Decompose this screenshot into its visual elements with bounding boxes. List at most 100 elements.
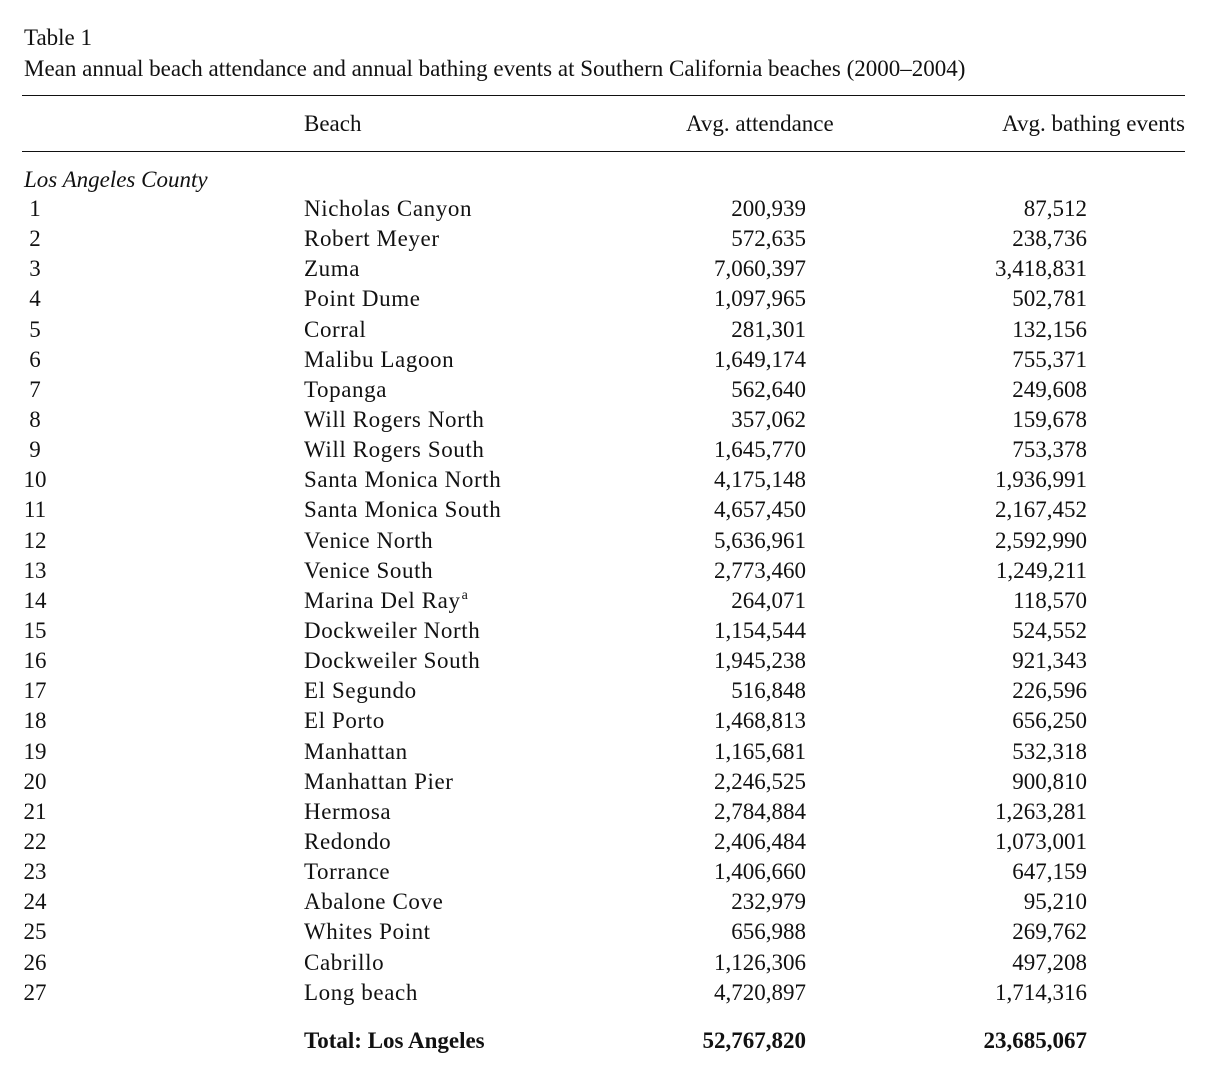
beach-name: El Segundo [304,678,417,704]
table-body: 1 Nicholas Canyon 200,939 87,512 2 Robert Mey… [0,194,1223,1008]
beach-name: Manhattan Pier [304,768,454,794]
table-row: 27 Long beach 4,720,897 1,714,316 [0,978,1223,1008]
row-number: 3 [29,256,41,282]
table-header-rule [22,151,1185,152]
beach-name-cell: El Porto [304,706,385,736]
row-number: 5 [29,316,41,342]
row-number: 17 [23,678,47,704]
table-top-rule [22,95,1185,96]
attendance-cell: 7,060,397 [714,256,806,282]
attendance-cell: 264,071 [731,587,806,613]
bathing-events-cell: 1,936,991 [995,467,1087,493]
attendance-cell: 1,468,813 [714,708,806,734]
beach-name: Point Dume [304,286,421,312]
beach-name: Santa Monica South [304,497,502,523]
attendance-cell: 5,636,961 [714,527,806,553]
bathing-events-cell: 753,378 [1012,437,1087,463]
beach-name: Will Rogers South [304,437,485,463]
beach-name: Santa Monica North [304,467,502,493]
footnote-marker: a [461,587,469,603]
row-number: 8 [29,406,41,432]
row-number: 10 [23,467,47,493]
beach-name: Robert Meyer [304,226,440,252]
section-heading: Los Angeles County [24,167,208,192]
attendance-cell: 2,773,460 [714,557,806,583]
attendance-cell: 562,640 [731,376,806,402]
total-label: Total: Los Angeles [304,1028,485,1053]
beach-name: El Porto [304,708,385,734]
bathing-events-cell: 532,318 [1012,738,1087,764]
attendance-cell: 2,784,884 [714,798,806,824]
table-row: 18 El Porto 1,468,813 656,250 [0,706,1223,736]
bathing-events-cell: 1,714,316 [995,979,1087,1005]
bathing-events-cell: 3,418,831 [995,256,1087,282]
beach-name-cell: Dockweiler South [304,646,480,676]
total-attendance: 52,767,820 [702,1028,807,1053]
beach-name-cell: Robert Meyer [304,224,440,254]
table-row: 8 Will Rogers North 357,062 159,678 [0,405,1223,435]
table-row: 7 Topanga 562,640 249,608 [0,375,1223,405]
beach-name-cell: Will Rogers South [304,435,485,465]
table-row: 19 Manhattan 1,165,681 532,318 [0,737,1223,767]
row-number: 6 [29,346,41,372]
bathing-events-cell: 159,678 [1012,406,1087,432]
row-number: 13 [23,557,47,583]
beach-name-cell: Manhattan [304,737,408,767]
beach-name-cell: Corral [304,315,366,345]
beach-name-cell: Topanga [304,375,387,405]
attendance-cell: 1,097,965 [714,286,806,312]
beach-name-cell: Dockweiler North [304,616,480,646]
beach-name-cell: Santa Monica South [304,495,501,525]
row-number: 14 [23,587,47,613]
beach-name-cell: Hermosa [304,797,391,827]
total-row: Total: Los Angeles 52,767,820 23,685,067 [0,1026,1223,1056]
bathing-events-cell: 2,167,452 [995,497,1087,523]
beach-name: Torrance [304,859,391,885]
table-row: 21 Hermosa 2,784,884 1,263,281 [0,797,1223,827]
attendance-cell: 1,154,544 [714,617,806,643]
beach-name: Abalone Cove [304,889,444,915]
bathing-events-cell: 1,073,001 [995,828,1087,854]
beach-name-cell: Cabrillo [304,948,384,978]
total-bathing-events: 23,685,067 [983,1028,1088,1053]
row-number: 22 [23,828,47,854]
row-number: 4 [29,286,41,312]
beach-name-cell: Manhattan Pier [304,767,454,797]
table-row: 12 Venice North 5,636,961 2,592,990 [0,526,1223,556]
beach-name-cell: Whites Point [304,917,431,947]
beach-name: Corral [304,316,367,342]
column-header-beach: Beach [304,111,362,136]
row-number: 16 [23,648,47,674]
bathing-events-cell: 900,810 [1012,768,1087,794]
beach-name-cell: Venice North [304,526,433,556]
attendance-cell: 200,939 [731,196,806,221]
beach-name: Nicholas Canyon [304,196,473,221]
beach-name: Whites Point [304,919,431,945]
table-row: 3 Zuma 7,060,397 3,418,831 [0,254,1223,284]
attendance-cell: 1,165,681 [714,738,806,764]
row-number: 20 [23,768,47,794]
attendance-cell: 4,657,450 [714,497,806,523]
attendance-cell: 281,301 [731,316,806,342]
bathing-events-cell: 2,592,990 [995,527,1087,553]
table-row: 11 Santa Monica South 4,657,450 2,167,452 [0,495,1223,525]
attendance-cell: 4,175,148 [714,467,806,493]
bathing-events-cell: 249,608 [1012,376,1087,402]
row-number: 1 [29,196,41,221]
attendance-cell: 2,406,484 [714,828,806,854]
beach-name-cell: Zuma [304,254,360,284]
row-number: 23 [23,859,47,885]
row-number: 24 [23,889,47,915]
beach-name: Manhattan [304,738,408,764]
table-row: 14 Marina Del Raya 264,071 118,570 [0,586,1223,616]
bathing-events-cell: 1,263,281 [995,798,1087,824]
beach-name-cell: Santa Monica North [304,465,501,495]
table-row: 26 Cabrillo 1,126,306 497,208 [0,948,1223,978]
table-row: 13 Venice South 2,773,460 1,249,211 [0,556,1223,586]
beach-name: Dockweiler North [304,617,481,643]
table-row: 23 Torrance 1,406,660 647,159 [0,857,1223,887]
beach-name: Cabrillo [304,949,385,975]
row-number: 26 [23,949,47,975]
attendance-cell: 1,945,238 [714,648,806,674]
row-number: 12 [23,527,47,553]
